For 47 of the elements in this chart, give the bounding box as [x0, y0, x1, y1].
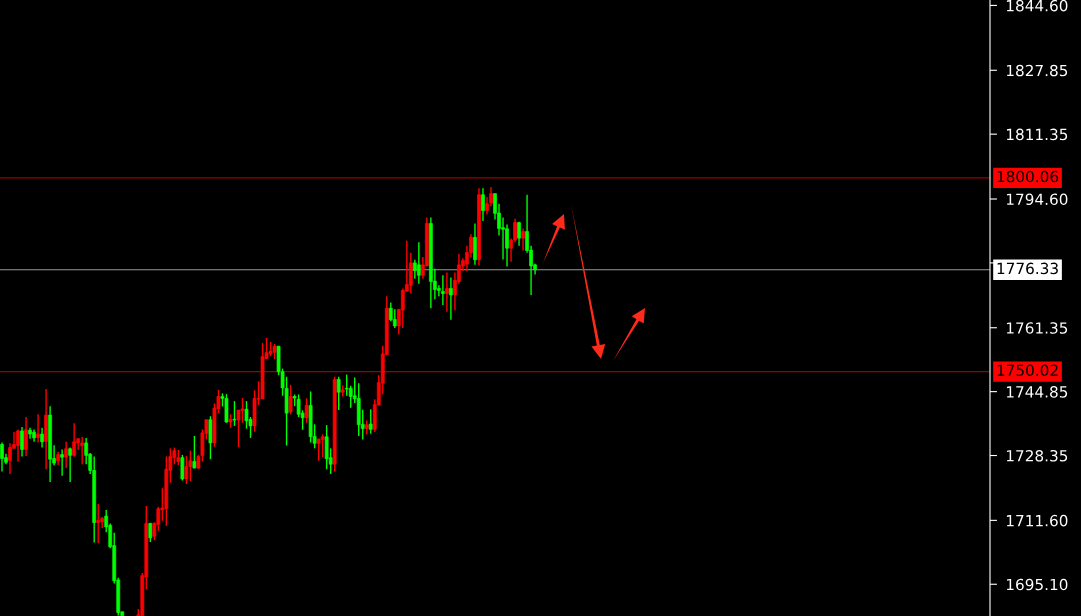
candlestick: [240, 397, 245, 424]
candlestick: [36, 413, 40, 444]
candlestick: [517, 221, 521, 247]
y-tick-label: 1761.35: [1006, 322, 1068, 334]
candlestick: [20, 426, 24, 458]
y-tick-label: 1695.10: [1006, 578, 1068, 591]
candlestick: [80, 436, 85, 465]
candlestick: [0, 441, 4, 473]
y-tick-label: 1811.35: [1006, 128, 1068, 141]
candlestick: [180, 454, 185, 482]
candlestick: [16, 428, 20, 463]
candlestick: [40, 427, 44, 449]
candlestick: [232, 400, 237, 427]
candlestick: [316, 437, 321, 462]
ref-line-label: 1750.02: [997, 364, 1058, 377]
candlestick: [304, 397, 309, 424]
candlestick: [445, 271, 449, 313]
ref-line-label: 1800.06: [997, 170, 1059, 183]
ref-line-label: 1776.33: [997, 262, 1058, 275]
y-tick-label: 1711.60: [1006, 514, 1068, 527]
candlestick: [192, 435, 197, 469]
candlestick: [449, 276, 453, 321]
candlestick: [441, 274, 445, 306]
candlestick: [392, 308, 397, 329]
candlestick: [336, 376, 341, 411]
candlestick: [224, 393, 229, 424]
y-tick-label: 1844.60: [1006, 0, 1068, 12]
candlestick: [324, 424, 329, 470]
candlestick: [288, 384, 293, 415]
candlestick: [8, 442, 12, 475]
candlestick: [188, 449, 193, 482]
y-tick-label: 1744.85: [1006, 386, 1068, 398]
y-tick-label: 1728.35: [1006, 449, 1068, 462]
candlestick: [64, 441, 69, 469]
candlestick: [320, 433, 325, 458]
candlestick: [68, 446, 73, 483]
candlestick: [60, 448, 64, 477]
candlestick: [416, 241, 421, 285]
candlestick: [208, 415, 213, 460]
candlestick: [184, 455, 189, 485]
y-tick-label: 1827.85: [1006, 64, 1068, 77]
candlestick: [473, 222, 477, 266]
candlestick: [521, 227, 525, 252]
candlestick: [24, 416, 28, 457]
y-tick-label: 1794.60: [1006, 193, 1068, 206]
candlestick: [400, 287, 405, 329]
candlestick: [481, 187, 485, 222]
